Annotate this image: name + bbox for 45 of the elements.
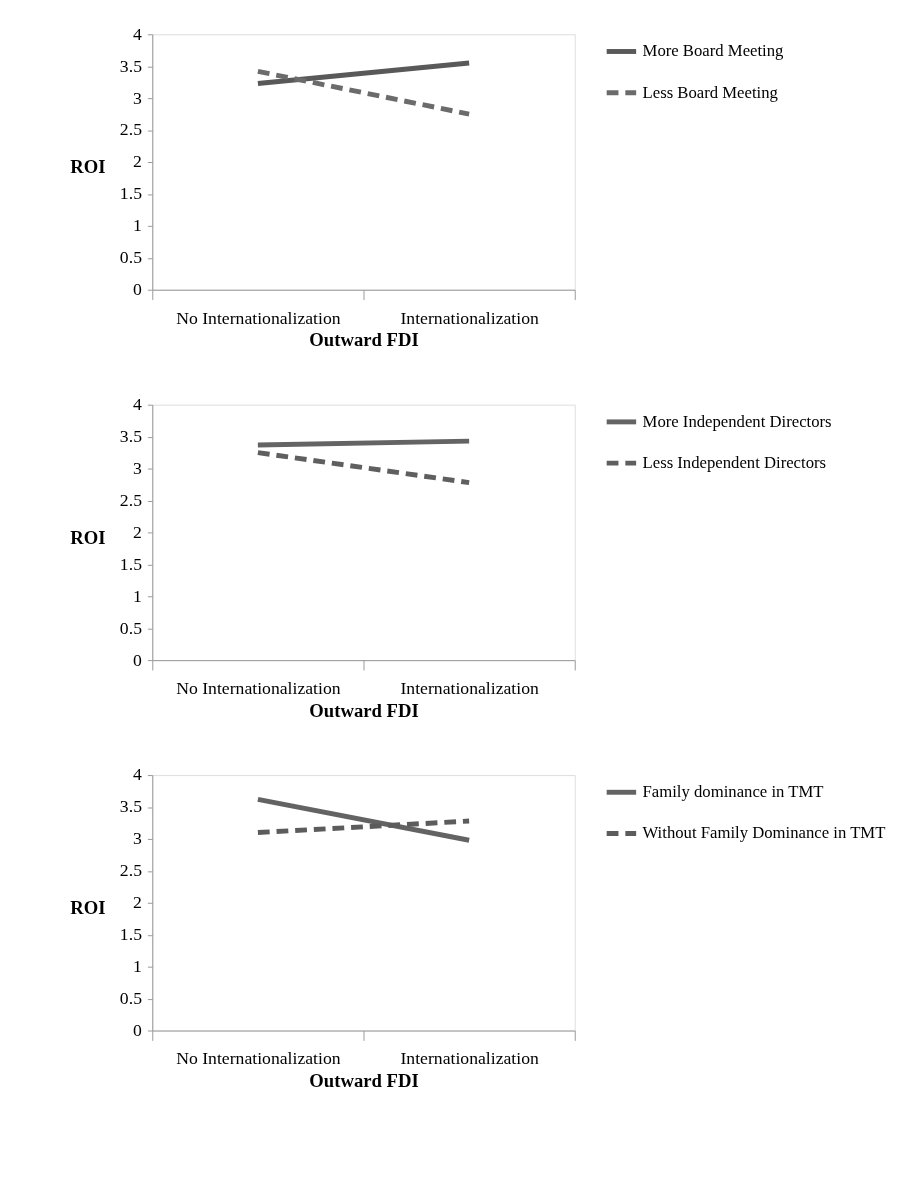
y-tick-label: 3.5: [119, 55, 143, 76]
y-axis-title: ROI: [70, 156, 106, 178]
y-tick-label: 0.5: [119, 617, 143, 638]
y-tick-label: 2: [133, 151, 142, 172]
y-tick-label: 1.5: [119, 924, 143, 945]
y-tick-label: 0.5: [119, 247, 143, 268]
y-tick-label: 3: [133, 457, 143, 478]
y-tick-label: 0: [133, 1019, 143, 1040]
y-axis-title: ROI: [70, 897, 106, 919]
y-tick-label: 1: [133, 215, 142, 236]
legend-label: More Board Meeting: [642, 41, 785, 61]
x-tick-label: Internationalization: [400, 678, 539, 699]
y-tick-label: 2: [133, 521, 142, 542]
x-tick-label: Internationalization: [400, 1048, 539, 1069]
x-tick-label: No Internationalization: [176, 1048, 341, 1069]
y-tick-label: 3.5: [119, 796, 143, 817]
legend-label: Less Independent Directors: [642, 453, 827, 473]
y-tick-label: 2: [133, 892, 142, 913]
y-tick-label: 4: [133, 764, 143, 785]
y-axis-title: ROI: [70, 526, 106, 548]
y-tick-label: 4: [133, 23, 143, 44]
y-tick-label: 1: [133, 956, 142, 977]
y-tick-label: 3: [133, 87, 143, 108]
x-tick-label: Internationalization: [400, 307, 539, 328]
legend-label: More Independent Directors: [642, 411, 832, 431]
y-tick-label: 0: [133, 279, 143, 300]
legend-label: Without Family Dominance in TMT: [642, 823, 886, 843]
x-tick-label: No Internationalization: [176, 678, 341, 699]
y-tick-label: 4: [133, 394, 143, 415]
y-tick-label: 2.5: [119, 119, 143, 140]
y-tick-label: 3.5: [119, 426, 143, 447]
x-axis-title: Outward FDI: [309, 329, 419, 351]
x-axis-title: Outward FDI: [309, 1070, 419, 1092]
legend-label: Family dominance in TMT: [642, 782, 824, 802]
x-axis-title: Outward FDI: [309, 699, 419, 721]
y-tick-label: 2.5: [119, 860, 143, 881]
y-tick-label: 1.5: [119, 553, 143, 574]
x-tick-label: No Internationalization: [176, 307, 341, 328]
y-tick-label: 1.5: [119, 183, 143, 204]
y-tick-label: 1: [133, 585, 142, 606]
legend-label: Less Board Meeting: [642, 82, 779, 102]
y-tick-label: 0.5: [119, 988, 143, 1008]
y-tick-label: 3: [133, 828, 143, 849]
y-tick-label: 0: [133, 649, 143, 670]
y-tick-label: 2.5: [119, 489, 143, 510]
